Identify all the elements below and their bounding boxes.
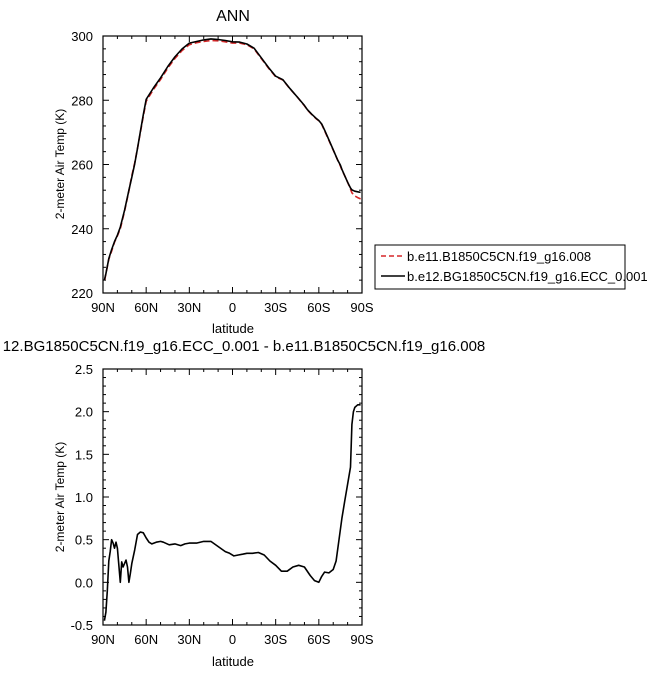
top-x-tick-label: 0 [229, 300, 236, 315]
top-x-tick-label: 30S [264, 300, 287, 315]
top-chart-ylabel: 2-meter Air Temp (K) [53, 109, 67, 219]
top-x-tick-label: 60N [134, 300, 158, 315]
bottom-x-tick-label: 90S [350, 632, 373, 647]
top-y-tick-label: 300 [71, 29, 93, 44]
top-y-tick-label: 280 [71, 93, 93, 108]
top-plot-area: 90N 60N 30N 0 30S 60S 90S 220 240 260 280 300 [71, 29, 374, 315]
bottom-x-tick-label: 60N [134, 632, 158, 647]
bottom-chart-title: 12.BG1850C5CN.f19_g16.ECC_0.001 - b.e11.… [3, 338, 486, 355]
legend-box [374, 244, 626, 290]
top-plot-frame [102, 35, 363, 294]
bottom-x-tick-label: 60S [307, 632, 330, 647]
bottom-chart-ylabel: 2-meter Air Temp (K) [53, 442, 67, 552]
top-x-tick-label: 90S [350, 300, 373, 315]
bottom-plot-frame [102, 368, 363, 626]
top-y-tick-label: 240 [71, 222, 93, 237]
bottom-y-tick-label: -0.5 [71, 618, 93, 633]
legend-label-series-2: b.e12.BG1850C5CN.f19_g16.ECC_0.001 [407, 269, 648, 284]
bottom-y-tick-label: 2.5 [75, 362, 93, 377]
bottom-y-tick-label: 1.0 [75, 490, 93, 505]
top-chart-title: ANN [216, 8, 250, 25]
legend-label-series-1: b.e11.B1850C5CN.f19_g16.008 [407, 249, 591, 264]
bottom-x-tick-label: 0 [229, 632, 236, 647]
top-x-tick-label: 90N [91, 300, 115, 315]
bottom-x-tick-label: 30S [264, 632, 287, 647]
top-chart-xlabel: latitude [212, 321, 254, 336]
bottom-y-tick-label: 0.5 [75, 533, 93, 548]
bottom-chart-xlabel: latitude [212, 654, 254, 669]
top-y-tick-label: 220 [71, 286, 93, 301]
bottom-plot-area: 90N 60N 30N 0 30S 60S 90S -0.5 0.0 0.5 1.0 1.5 2.0 2.… [71, 362, 374, 647]
top-series-line-1 [103, 39, 361, 282]
bottom-y-tick-label: 0.0 [75, 575, 93, 590]
bottom-y-tick-label: 2.0 [75, 405, 93, 420]
top-x-tick-label: 60S [307, 300, 330, 315]
bottom-series-line-1 [103, 403, 361, 621]
bottom-x-tick-label: 30N [177, 632, 201, 647]
top-x-tick-label: 30N [177, 300, 201, 315]
bottom-x-tick-label: 90N [91, 632, 115, 647]
top-y-tick-label: 260 [71, 158, 93, 173]
bottom-y-tick-label: 1.5 [75, 447, 93, 462]
top-series-line-2 [103, 38, 361, 281]
